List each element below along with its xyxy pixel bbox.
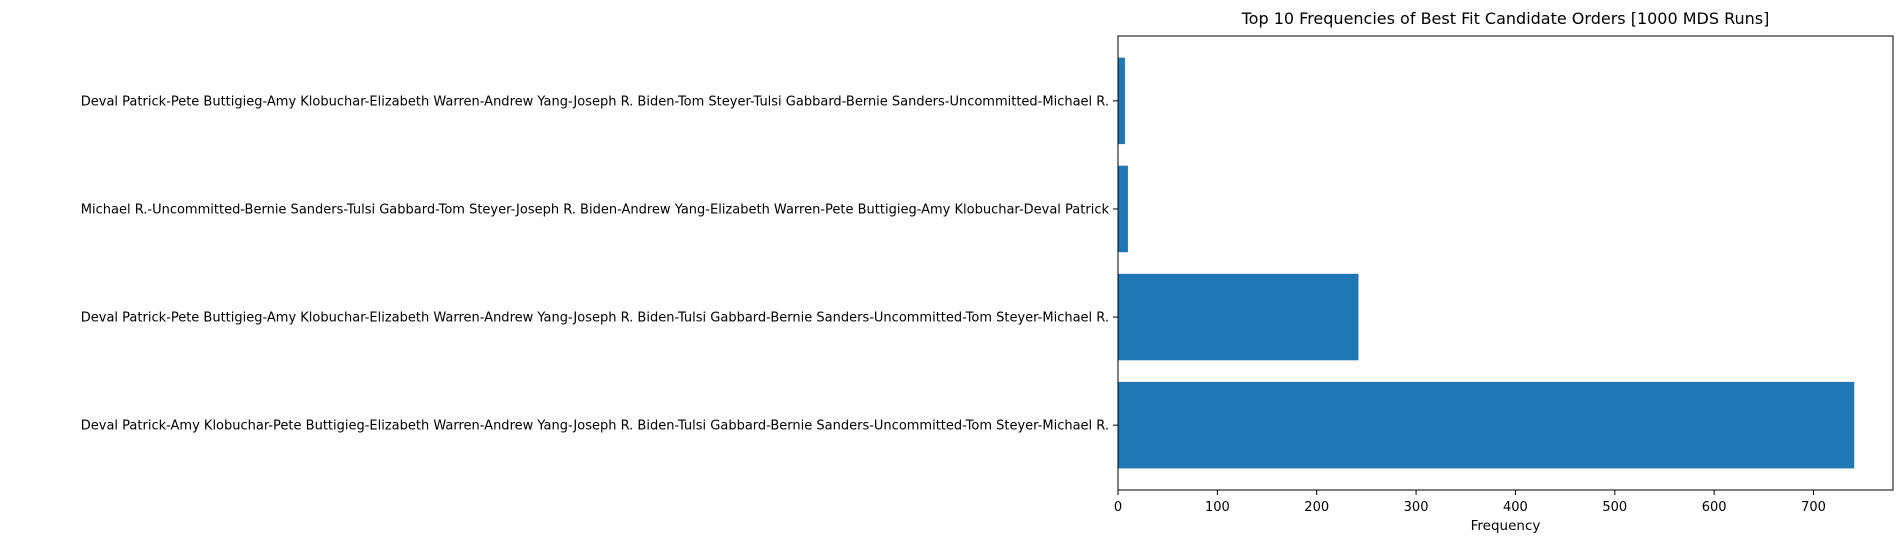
x-tick-label: 300 [1404, 500, 1429, 515]
x-tick-label: 600 [1702, 500, 1727, 515]
x-tick-label: 400 [1503, 500, 1528, 515]
plot-frame [1117, 35, 1894, 491]
x-tick-label: 700 [1801, 500, 1826, 515]
bar [1118, 381, 1855, 469]
axes-frame [1117, 35, 1894, 491]
x-tick-label: 200 [1304, 500, 1329, 515]
bars-group [1118, 57, 1855, 469]
bar [1118, 273, 1359, 361]
bar [1118, 165, 1128, 253]
y-axis-ticks: Deval Patrick-Amy Klobuchar-Pete Buttigi… [81, 94, 1118, 434]
y-tick-label: Deval Patrick-Pete Buttigieg-Amy Klobuch… [81, 94, 1109, 109]
chart-title: Top 10 Frequencies of Best Fit Candidate… [1241, 9, 1770, 28]
x-tick-label: 500 [1602, 500, 1627, 515]
x-axis-ticks: 0 100 200 300 400 500 600 700 [1114, 490, 1826, 515]
x-axis-label: Frequency [1471, 518, 1541, 534]
y-tick-label: Deval Patrick-Amy Klobuchar-Pete Buttigi… [81, 419, 1109, 434]
x-tick-label: 100 [1205, 500, 1230, 515]
bar [1118, 57, 1125, 145]
x-tick-label: 0 [1114, 500, 1122, 515]
y-tick-label: Michael R.-Uncommitted-Bernie Sanders-Tu… [81, 202, 1110, 217]
y-tick-label: Deval Patrick-Pete Buttigieg-Amy Klobuch… [81, 311, 1109, 326]
